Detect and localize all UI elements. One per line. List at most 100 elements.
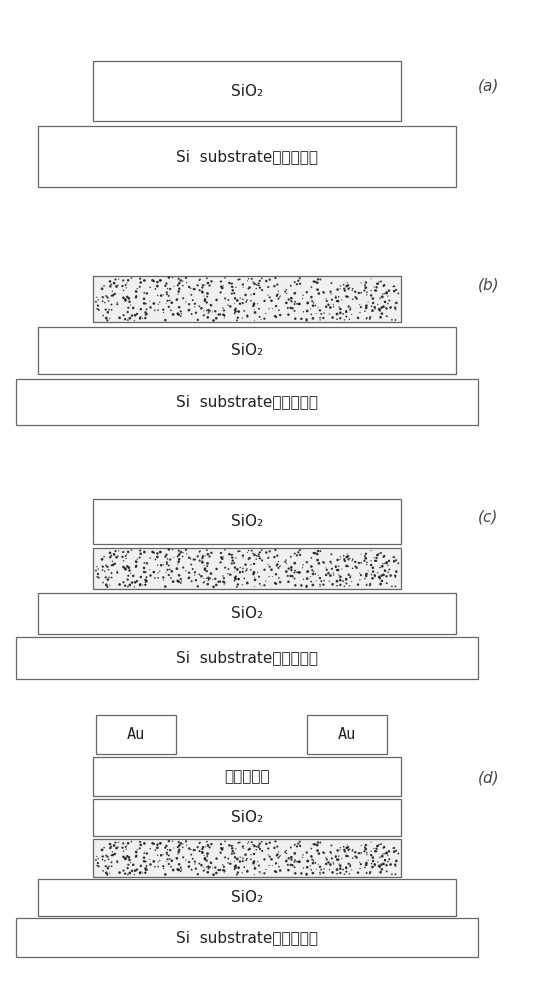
Point bbox=[224, 851, 233, 867]
Point bbox=[325, 862, 334, 878]
Point bbox=[102, 569, 110, 585]
Point bbox=[125, 563, 134, 579]
Point bbox=[103, 860, 112, 876]
Point bbox=[392, 564, 401, 580]
Point bbox=[302, 554, 311, 570]
Point bbox=[243, 863, 252, 879]
Point bbox=[362, 855, 371, 871]
Point bbox=[380, 563, 389, 579]
Point bbox=[175, 567, 183, 583]
Point bbox=[175, 280, 184, 296]
Point bbox=[294, 836, 302, 852]
Point bbox=[156, 272, 165, 288]
Point bbox=[361, 277, 369, 293]
Point bbox=[320, 845, 328, 861]
Point bbox=[200, 288, 209, 304]
Point bbox=[123, 289, 132, 305]
Point bbox=[227, 846, 236, 862]
Point bbox=[236, 849, 245, 865]
Point bbox=[136, 864, 144, 880]
Point bbox=[109, 847, 117, 863]
Point bbox=[125, 294, 134, 310]
Point bbox=[390, 549, 399, 565]
Point bbox=[303, 859, 312, 875]
Point bbox=[283, 568, 292, 584]
Point bbox=[170, 278, 178, 294]
Point bbox=[261, 306, 270, 322]
Point bbox=[322, 856, 330, 872]
Point bbox=[344, 277, 352, 293]
Point bbox=[228, 838, 237, 854]
Point bbox=[385, 283, 394, 299]
Point bbox=[340, 551, 349, 567]
Point bbox=[167, 295, 176, 311]
Bar bbox=[16, 918, 478, 957]
Point bbox=[114, 271, 123, 287]
Point bbox=[298, 560, 307, 576]
Point bbox=[114, 839, 122, 855]
Point bbox=[232, 279, 240, 295]
Point bbox=[243, 851, 251, 867]
Point bbox=[131, 844, 140, 860]
Point bbox=[373, 854, 382, 870]
Point bbox=[217, 545, 226, 561]
Point bbox=[103, 559, 112, 575]
Point bbox=[309, 855, 317, 871]
Point bbox=[214, 574, 223, 590]
Point bbox=[238, 865, 247, 881]
Point bbox=[161, 579, 170, 595]
Point bbox=[368, 560, 377, 576]
Point bbox=[136, 577, 144, 593]
Point bbox=[189, 281, 198, 297]
Point bbox=[201, 839, 210, 855]
Point bbox=[124, 304, 132, 320]
Point bbox=[124, 835, 132, 851]
Point bbox=[380, 285, 389, 301]
Point bbox=[243, 836, 252, 852]
Point bbox=[93, 566, 102, 582]
Point bbox=[238, 295, 247, 311]
Point bbox=[250, 564, 259, 580]
Point bbox=[322, 291, 330, 307]
Point bbox=[346, 302, 355, 318]
Point bbox=[102, 558, 110, 574]
Point bbox=[176, 571, 185, 587]
Point bbox=[232, 857, 240, 873]
Point bbox=[293, 296, 301, 312]
Point bbox=[203, 563, 211, 579]
Point bbox=[173, 573, 182, 589]
Point bbox=[223, 566, 232, 582]
Point bbox=[265, 559, 274, 575]
Point bbox=[177, 573, 186, 589]
Point bbox=[166, 842, 175, 858]
Point bbox=[255, 864, 264, 880]
Point bbox=[174, 844, 183, 860]
Point bbox=[234, 860, 243, 876]
Point bbox=[394, 285, 403, 301]
Point bbox=[103, 572, 112, 588]
Point bbox=[122, 280, 131, 296]
Point bbox=[369, 295, 378, 311]
Point bbox=[244, 842, 253, 858]
Point bbox=[250, 569, 259, 585]
Point bbox=[197, 857, 206, 873]
Point bbox=[390, 840, 399, 856]
Point bbox=[315, 555, 323, 571]
Point bbox=[153, 274, 162, 290]
Point bbox=[283, 300, 292, 316]
Point bbox=[130, 313, 139, 329]
Point bbox=[111, 543, 120, 559]
Point bbox=[336, 569, 345, 585]
Point bbox=[264, 557, 272, 573]
Point bbox=[133, 862, 142, 878]
Point bbox=[333, 573, 341, 589]
Point bbox=[173, 306, 182, 322]
Point bbox=[201, 548, 210, 564]
Point bbox=[243, 308, 252, 324]
Point bbox=[377, 836, 385, 852]
Point bbox=[339, 306, 348, 322]
Point bbox=[377, 545, 385, 561]
Point bbox=[195, 856, 204, 872]
Bar bbox=[93, 61, 401, 121]
Point bbox=[195, 271, 204, 287]
